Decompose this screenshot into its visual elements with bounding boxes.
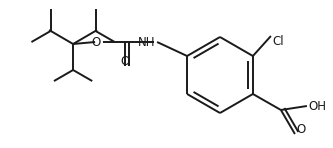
Text: NH: NH — [138, 36, 155, 49]
Text: O: O — [121, 55, 130, 68]
Text: O: O — [92, 36, 101, 49]
Text: O: O — [296, 123, 305, 136]
Text: OH: OH — [308, 99, 326, 112]
Text: Cl: Cl — [272, 35, 283, 48]
